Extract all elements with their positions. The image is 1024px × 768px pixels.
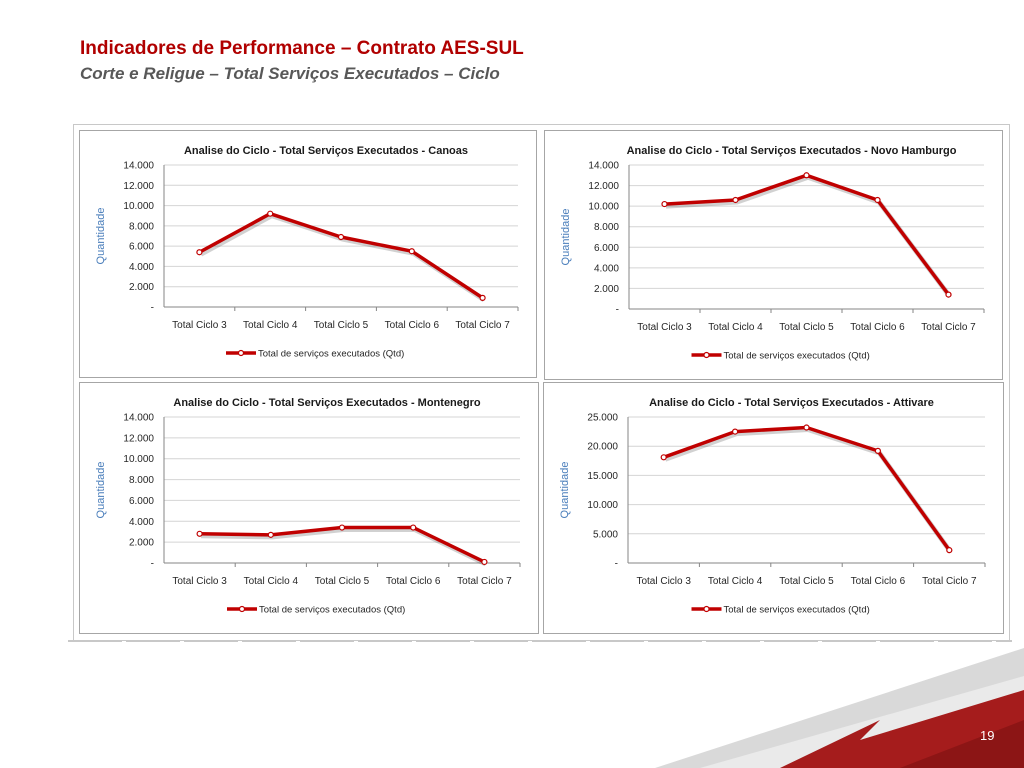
y-tick-label: 10.000 [588,202,619,213]
data-point [410,524,417,531]
data-point [732,196,739,204]
y-axis-label: Quantidade [95,208,107,265]
chart-panel-novo-hamburgo: Analise do Ciclo - Total Serviços Execut… [544,130,1003,380]
slide-subtitle: Corte e Religue – Total Serviços Executa… [80,64,500,83]
y-tick-label: - [616,305,619,316]
legend-marker [237,349,245,357]
legend-label: Total de serviços executados (Qtd) [259,605,405,616]
y-tick-label: 2.000 [594,284,619,295]
x-tick-label: Total Ciclo 5 [315,576,370,587]
data-point [661,200,668,208]
y-tick-label: 5.000 [593,529,618,540]
chart-title: Analise do Ciclo - Total Serviços Execut… [173,397,481,409]
y-tick-label: - [615,559,618,570]
data-point [338,524,346,531]
x-tick-label: Total Ciclo 7 [457,576,512,587]
y-tick-label: 10.000 [123,201,154,212]
chart-title: Analise do Ciclo - Total Serviços Execut… [184,145,468,157]
page-number: 19 [980,728,995,743]
x-tick-label: Total Ciclo 7 [921,322,976,333]
data-point [196,249,203,256]
y-tick-label: 6.000 [129,496,154,507]
data-point [267,210,274,217]
y-tick-label: 14.000 [123,161,154,172]
slide-title: Indicadores de Performance – Contrato AE… [80,38,524,59]
y-tick-label: 8.000 [594,222,619,233]
y-tick-label: - [151,303,154,314]
y-axis-label: Quantidade [95,462,107,519]
data-point [874,447,881,454]
data-point [732,428,739,435]
data-point [479,294,486,301]
x-tick-label: Total Ciclo 3 [636,576,691,587]
chart-svg: Analise do Ciclo - Total Serviços Execut… [559,397,986,616]
x-tick-label: Total Ciclo 4 [708,322,763,333]
chart-svg: Analise do Ciclo - Total Serviços Execut… [95,145,519,360]
y-tick-label: 14.000 [588,161,619,172]
data-point [945,291,952,298]
chart-panel-canoas: Analise do Ciclo - Total Serviços Execut… [79,130,537,378]
chart-title: Analise do Ciclo - Total Serviços Execut… [627,145,957,157]
y-tick-label: 2.000 [129,538,154,549]
y-tick-label: 8.000 [129,221,154,232]
y-tick-label: 14.000 [123,413,154,424]
x-tick-label: Total Ciclo 5 [779,322,834,333]
y-tick-label: 25.000 [587,413,618,424]
data-point [803,424,810,431]
y-tick-label: 4.000 [594,263,619,274]
y-tick-label: 10.000 [587,500,618,511]
x-tick-label: Total Ciclo 5 [779,576,834,587]
x-tick-label: Total Ciclo 7 [455,320,510,331]
y-tick-label: 6.000 [594,243,619,254]
y-tick-label: 15.000 [587,471,618,482]
data-point [481,558,488,566]
y-tick-label: 12.000 [588,181,619,192]
x-tick-label: Total Ciclo 3 [172,576,227,587]
chart-panel-attivare: Analise do Ciclo - Total Serviços Execut… [543,382,1004,634]
chart-panel-montenegro: Analise do Ciclo - Total Serviços Execut… [79,382,539,634]
y-tick-label: 20.000 [587,442,618,453]
data-point [337,233,345,241]
data-point [946,547,953,554]
y-tick-label: 4.000 [129,517,154,528]
y-tick-label: 12.000 [123,181,154,192]
chart-title: Analise do Ciclo - Total Serviços Execut… [649,397,934,409]
x-tick-label: Total Ciclo 6 [850,322,905,333]
x-tick-label: Total Ciclo 4 [243,320,298,331]
legend-marker [703,351,710,359]
y-tick-label: 8.000 [129,475,154,486]
y-tick-label: 12.000 [123,433,154,444]
x-tick-label: Total Ciclo 4 [708,576,763,587]
y-tick-label: 6.000 [129,242,154,253]
x-tick-label: Total Ciclo 3 [172,320,227,331]
chart-svg: Analise do Ciclo - Total Serviços Execut… [95,397,521,616]
legend-marker [703,605,710,613]
x-tick-label: Total Ciclo 4 [244,576,299,587]
data-point [196,530,203,537]
x-tick-label: Total Ciclo 6 [851,576,906,587]
data-point [874,196,881,204]
data-point [803,172,810,179]
legend-label: Total de serviços executados (Qtd) [258,349,404,360]
x-tick-label: Total Ciclo 6 [386,576,441,587]
x-tick-label: Total Ciclo 6 [385,320,440,331]
legend-marker [238,605,246,613]
y-tick-label: 4.000 [129,262,154,273]
y-tick-label: 10.000 [123,454,154,465]
data-point [267,531,274,538]
y-tick-label: - [151,559,154,570]
data-point [660,454,667,461]
y-tick-label: 2.000 [129,282,154,293]
frame-bottom-divider [68,640,1012,642]
chart-svg: Analise do Ciclo - Total Serviços Execut… [560,145,985,362]
legend-label: Total de serviços executados (Qtd) [724,351,870,362]
y-axis-label: Quantidade [559,462,571,519]
x-tick-label: Total Ciclo 5 [314,320,369,331]
y-axis-label: Quantidade [560,209,572,266]
x-tick-label: Total Ciclo 3 [637,322,692,333]
x-tick-label: Total Ciclo 7 [922,576,977,587]
data-point [408,248,415,255]
legend-label: Total de serviços executados (Qtd) [724,605,870,616]
